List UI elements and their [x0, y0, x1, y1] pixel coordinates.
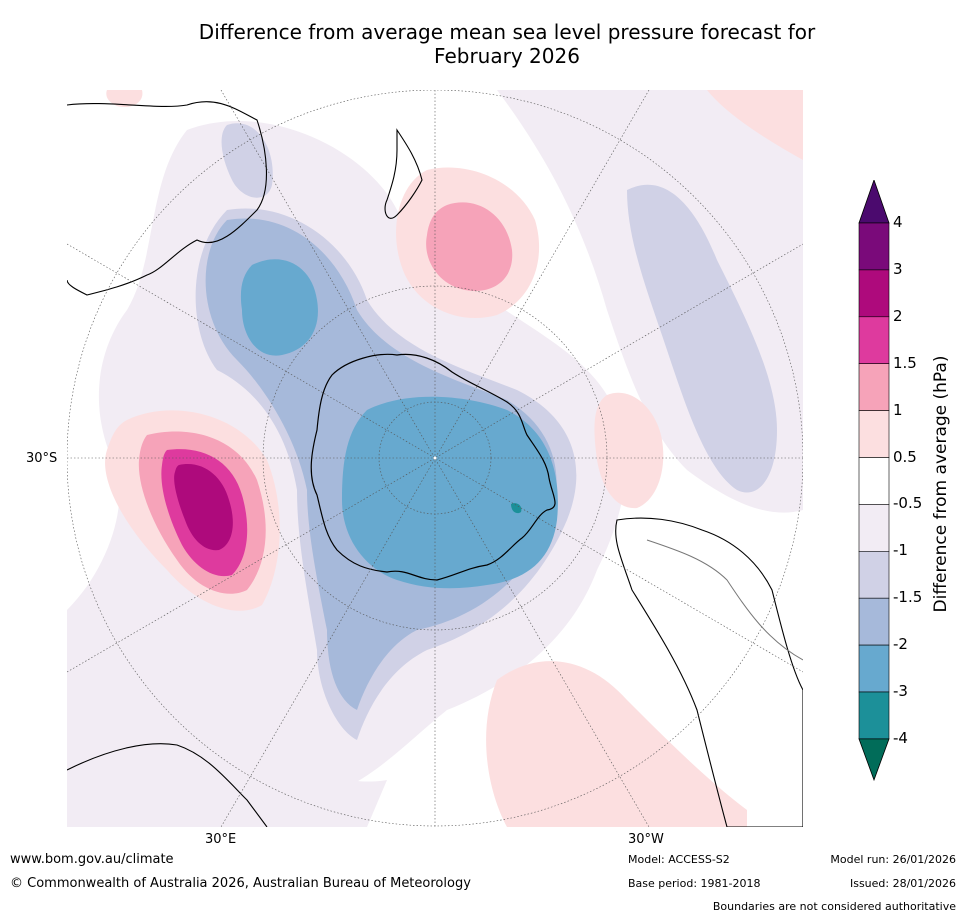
chart-title-line1: Difference from average mean sea level p…	[198, 20, 816, 44]
colorbar-extend-bottom	[858, 738, 890, 782]
colorbar-tick-label: 1	[893, 400, 903, 419]
latitude-label-30s: 30°S	[26, 451, 58, 466]
anomaly-field-northwest-patch	[221, 123, 273, 198]
anomaly-field-central-pacific-high	[594, 392, 664, 509]
colorbar-segment	[858, 597, 890, 646]
south-pole-marker	[433, 456, 437, 460]
anomaly-field-east-pacific-low	[627, 184, 777, 493]
colorbar-tick-label: -1	[893, 541, 908, 560]
anomaly-field-tasman-high-core	[426, 202, 513, 291]
longitude-label-30w: 30°W	[628, 832, 664, 847]
colorbar-tick-label: -4	[893, 728, 908, 747]
colorbar-tick-label: 4	[893, 213, 903, 231]
anomaly-field-north-high-small	[106, 90, 143, 108]
longitude-label-30e: 30°E	[205, 832, 237, 847]
anomaly-field-indian-ocean-low	[240, 259, 318, 356]
colorbar-tick-label: 3	[893, 259, 903, 278]
colorbar-extend-top	[858, 180, 890, 224]
colorbar-segment	[858, 316, 890, 365]
colorbar-segment	[858, 457, 890, 505]
colorbar-segment	[858, 222, 890, 271]
colorbar-tick-label: 2	[893, 306, 903, 325]
new-zealand-coastline	[384, 128, 423, 219]
colorbar-segment	[858, 410, 890, 458]
africa-coastline	[67, 743, 268, 827]
anomaly-field-strong-negative	[511, 503, 522, 514]
south-america-border	[646, 539, 803, 661]
colorbar-segment	[858, 691, 890, 740]
south-america-coastline	[615, 517, 803, 827]
footer-copyright: © Commonwealth of Australia 2026, Austra…	[10, 876, 471, 891]
colorbar-segment	[858, 644, 890, 693]
colorbar-segment	[858, 269, 890, 318]
antarctica-coastline	[310, 353, 556, 581]
colorbar-tick-label: -2	[893, 635, 908, 654]
footer-base-period: Base period: 1981-2018	[628, 877, 761, 890]
colorbar-segment	[858, 363, 890, 411]
chart-title-line2: February 2026	[434, 44, 580, 68]
colorbar	[858, 180, 890, 782]
anomaly-field-weak-negative-south	[67, 629, 387, 827]
colorbar-tick-label: 0.5	[893, 447, 917, 466]
anomaly-field-northeast-high	[707, 90, 803, 160]
australia-coastline	[67, 101, 267, 296]
colorbar-segment	[858, 504, 890, 552]
footer-disclaimer: Boundaries are not considered authoritat…	[712, 900, 956, 913]
colorbar-tick-label: -3	[893, 682, 908, 700]
anomaly-field-south-pacific-high	[486, 661, 747, 827]
anomaly-field-south-atlantic-high	[174, 464, 233, 551]
colorbar-tick-label: -1.5	[893, 588, 923, 607]
colorbar-segment	[858, 550, 890, 599]
footer-website: www.bom.gov.au/climate	[10, 852, 174, 867]
colorbar-tick-label: 1.5	[893, 353, 917, 372]
footer-model: Model: ACCESS-S2	[628, 853, 730, 866]
colorbar-title: Difference from average (hPa)	[931, 355, 951, 613]
footer-issued: Issued: 28/01/2026	[849, 877, 956, 890]
footer-model-run: Model run: 26/01/2026	[830, 853, 956, 866]
anomaly-field-antarctica-core	[342, 396, 558, 589]
anomaly-map	[67, 90, 803, 827]
chart-title: Difference from average mean sea level p…	[67, 20, 947, 68]
colorbar-tick-label: -0.5	[893, 494, 923, 513]
